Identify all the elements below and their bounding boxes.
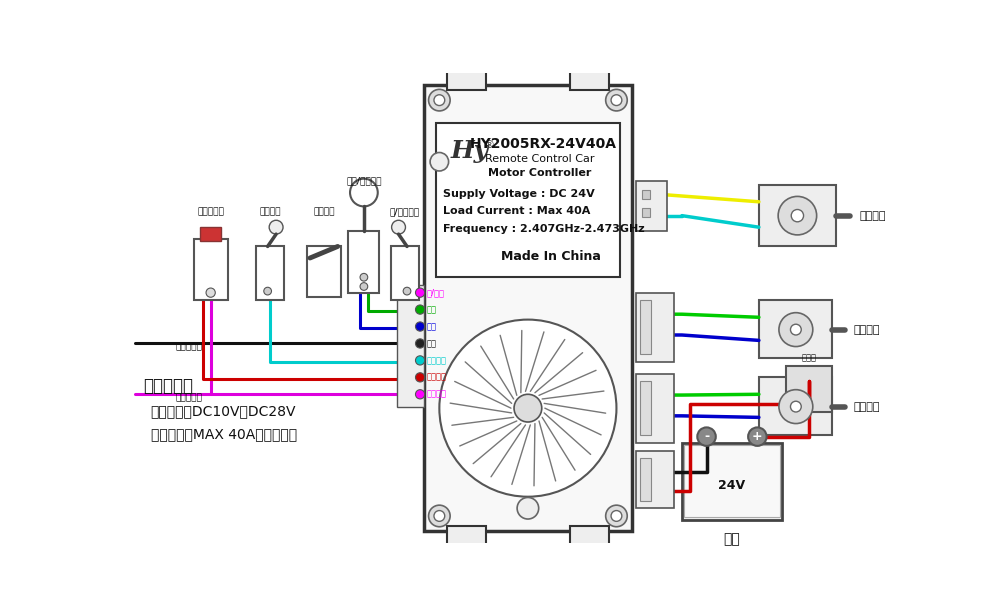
Circle shape xyxy=(606,90,627,111)
Text: 驱动电机: 驱动电机 xyxy=(854,325,880,335)
Text: Supply Voltage : DC 24V: Supply Voltage : DC 24V xyxy=(443,188,595,199)
Bar xyxy=(391,246,419,300)
Circle shape xyxy=(430,152,449,171)
Bar xyxy=(759,300,832,358)
Bar xyxy=(570,71,609,90)
Circle shape xyxy=(415,339,425,348)
Circle shape xyxy=(779,313,813,346)
Bar xyxy=(447,71,486,90)
Bar xyxy=(636,293,674,362)
Text: 控制电源: 控制电源 xyxy=(426,373,446,382)
Circle shape xyxy=(434,95,445,106)
Circle shape xyxy=(778,196,817,235)
Bar xyxy=(200,227,221,241)
Text: 声光板正极: 声光板正极 xyxy=(175,393,202,403)
Circle shape xyxy=(415,356,425,365)
Text: 参数说明：: 参数说明： xyxy=(143,378,193,395)
Circle shape xyxy=(748,428,767,446)
Text: 24V: 24V xyxy=(718,479,746,492)
Bar xyxy=(636,373,674,443)
Bar xyxy=(570,526,609,545)
Bar xyxy=(424,85,632,531)
Circle shape xyxy=(434,511,445,522)
Text: +: + xyxy=(752,430,763,443)
Text: 声光板负极: 声光板负极 xyxy=(175,343,202,352)
Circle shape xyxy=(606,505,627,526)
Circle shape xyxy=(611,511,622,522)
Circle shape xyxy=(791,209,804,222)
Circle shape xyxy=(415,322,425,331)
Circle shape xyxy=(779,390,813,423)
Text: 高/低速: 高/低速 xyxy=(426,288,444,297)
Bar xyxy=(642,190,650,199)
Circle shape xyxy=(439,320,616,497)
Text: HY2005RX-24V40A: HY2005RX-24V40A xyxy=(470,137,617,151)
Text: Load Current : Max 40A: Load Current : Max 40A xyxy=(443,206,591,217)
Text: 限速开关: 限速开关 xyxy=(426,356,446,365)
Bar xyxy=(640,300,651,354)
Text: 驱动电机: 驱动电机 xyxy=(854,401,880,412)
Circle shape xyxy=(429,505,450,526)
Bar xyxy=(786,366,832,412)
Text: 总电源开关: 总电源开关 xyxy=(197,207,224,217)
Bar xyxy=(307,246,341,296)
Bar xyxy=(759,378,832,435)
Circle shape xyxy=(790,325,801,335)
Text: 前进: 前进 xyxy=(426,305,436,314)
Text: 工作电流：MAX 40A（高速档）: 工作电流：MAX 40A（高速档） xyxy=(151,428,297,442)
Circle shape xyxy=(517,498,539,519)
Circle shape xyxy=(611,95,622,106)
Bar xyxy=(636,451,674,508)
Text: 电源正极: 电源正极 xyxy=(426,390,446,399)
Text: -: - xyxy=(704,430,709,443)
Text: 挡路开关: 挡路开关 xyxy=(259,207,281,217)
Circle shape xyxy=(350,179,378,206)
Text: Frequency : 2.407GHz-2.473GHz: Frequency : 2.407GHz-2.473GHz xyxy=(443,224,645,234)
Text: Made In China: Made In China xyxy=(501,250,601,264)
Circle shape xyxy=(264,287,271,295)
Bar xyxy=(682,443,782,520)
Circle shape xyxy=(415,390,425,399)
Text: 接地: 接地 xyxy=(426,339,436,348)
Text: 电池: 电池 xyxy=(724,532,740,546)
Circle shape xyxy=(392,220,405,234)
Circle shape xyxy=(269,220,283,234)
Bar xyxy=(684,445,780,517)
Text: 工作电压：DC10V～DC28V: 工作电压：DC10V～DC28V xyxy=(151,404,296,418)
Text: 前进/后退开关: 前进/后退开关 xyxy=(346,176,382,185)
Bar xyxy=(759,185,836,246)
Circle shape xyxy=(429,90,450,111)
Bar xyxy=(640,381,651,435)
Text: Hy: Hy xyxy=(451,138,489,163)
Text: 转向电机: 转向电机 xyxy=(859,210,886,221)
Circle shape xyxy=(415,288,425,297)
Text: 高/低速开关: 高/低速开关 xyxy=(390,207,420,217)
Circle shape xyxy=(790,401,801,412)
Circle shape xyxy=(360,282,368,290)
Circle shape xyxy=(697,428,716,446)
Bar xyxy=(642,208,650,217)
Circle shape xyxy=(514,394,542,422)
Bar xyxy=(636,181,666,231)
Circle shape xyxy=(206,288,215,297)
Bar xyxy=(640,458,651,501)
Text: Motor Controller: Motor Controller xyxy=(488,168,591,178)
Text: 保险丝: 保险丝 xyxy=(801,354,816,362)
Circle shape xyxy=(415,373,425,382)
Text: 后退: 后退 xyxy=(426,322,436,331)
Bar xyxy=(256,246,284,300)
Bar xyxy=(194,239,228,300)
Text: 油门蹏板: 油门蹏板 xyxy=(313,207,335,217)
Bar xyxy=(436,123,620,278)
Circle shape xyxy=(360,273,368,281)
Bar xyxy=(348,231,379,293)
Bar xyxy=(447,526,486,545)
Text: ®: ® xyxy=(483,140,494,150)
Circle shape xyxy=(415,305,425,314)
Text: Remote Control Car: Remote Control Car xyxy=(485,154,594,164)
Bar xyxy=(397,285,424,407)
Circle shape xyxy=(403,287,411,295)
